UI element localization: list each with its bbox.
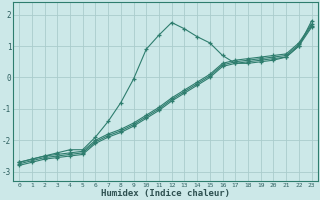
- X-axis label: Humidex (Indice chaleur): Humidex (Indice chaleur): [101, 189, 230, 198]
